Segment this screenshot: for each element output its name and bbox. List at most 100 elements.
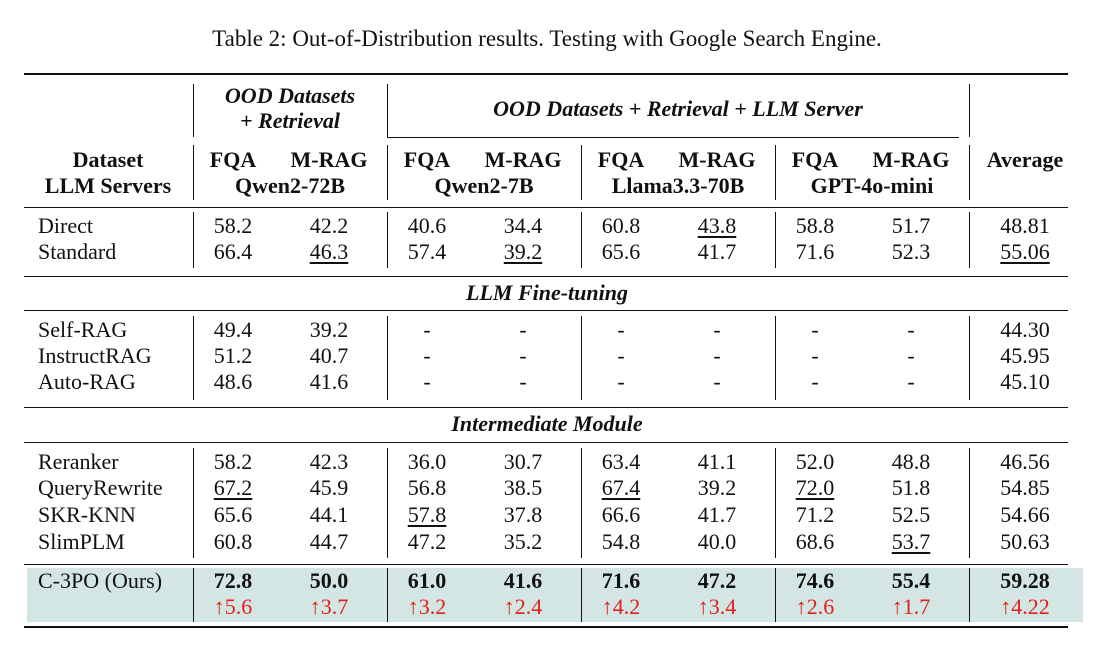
vline-h-1 (193, 84, 194, 137)
header-server-2: Qwen2-7B (434, 173, 534, 198)
table-cell: - (713, 369, 721, 394)
ours-gain: ↑2.6 (795, 594, 835, 619)
table-cell: 66.4 (213, 239, 253, 264)
header-mrag-3: M-RAG (678, 147, 756, 172)
table-cell: 41.7 (697, 239, 737, 264)
vline-h2-4 (775, 145, 776, 200)
vline-b2-1 (193, 316, 194, 400)
vline-b1-2 (387, 212, 388, 268)
header-fqa-3: FQA (597, 147, 645, 172)
average-cell: 54.66 (1000, 502, 1050, 527)
average-cell: 45.95 (1000, 343, 1050, 368)
section-title-intermediate: Intermediate Module (451, 411, 643, 436)
group2-underline (387, 137, 959, 138)
vline-b3-3 (581, 448, 582, 558)
bottom-rule (24, 626, 1068, 628)
row-label: Auto-RAG (38, 369, 136, 394)
section-title-finetune: LLM Fine-tuning (466, 280, 628, 305)
ours-gain: ↑3.2 (407, 594, 447, 619)
ours-gain: ↑2.4 (503, 594, 543, 619)
table-cell: 57.8 (407, 502, 447, 527)
table-cell: - (713, 317, 721, 342)
table-cell: 44.1 (309, 502, 349, 527)
average-cell: 46.56 (1000, 449, 1050, 474)
average-cell: 44.30 (1000, 317, 1050, 342)
vline-h2-2 (387, 145, 388, 200)
table-cell: 46.3 (309, 239, 349, 264)
table-cell: 40.7 (309, 343, 349, 368)
header-mrag-2: M-RAG (484, 147, 562, 172)
header-mrag-1: M-RAG (290, 147, 368, 172)
table-cell: 51.2 (213, 343, 253, 368)
header-fqa-4: FQA (791, 147, 839, 172)
table-cell: 56.8 (407, 475, 447, 500)
ours-value: 72.8 (213, 568, 253, 593)
vline-h2-3 (581, 145, 582, 200)
table-cell: 42.3 (309, 449, 349, 474)
ours-gain: ↑3.4 (697, 594, 737, 619)
table-cell: - (617, 343, 625, 368)
table-cell: 48.8 (891, 449, 931, 474)
table-cell: 36.0 (407, 449, 447, 474)
ours-gain: ↑4.2 (601, 594, 641, 619)
table-cell: - (907, 369, 915, 394)
vline-o-4 (775, 568, 776, 622)
table-cell: 51.8 (891, 475, 931, 500)
table-cell: - (423, 317, 431, 342)
table-cell: 40.0 (697, 529, 737, 554)
vline-b1-3 (581, 212, 582, 268)
table-cell: - (519, 369, 527, 394)
vline-b2-5 (969, 316, 970, 400)
table-cell: 52.0 (795, 449, 835, 474)
section-rule-2 (24, 310, 1068, 311)
row-label: Reranker (38, 449, 119, 474)
table-cell: 35.2 (503, 529, 543, 554)
table-caption: Table 2: Out-of-Distribution results. Te… (212, 26, 882, 51)
header-server-1: Qwen2-72B (235, 173, 345, 198)
average-cell: 54.85 (1000, 475, 1050, 500)
vline-b2-4 (775, 316, 776, 400)
table-cell: 51.7 (891, 213, 931, 238)
vline-h-2 (387, 84, 388, 137)
table-cell: 37.8 (503, 502, 543, 527)
row-label: Direct (38, 213, 93, 238)
header-fqa-2: FQA (403, 147, 451, 172)
table-cell: 60.8 (213, 529, 253, 554)
average-cell: 55.06 (1000, 239, 1050, 264)
header-server-4: GPT-4o-mini (810, 173, 934, 198)
ours-rule (24, 564, 1068, 565)
table-cell: 63.4 (601, 449, 641, 474)
table-cell: 52.3 (891, 239, 931, 264)
table-cell: 58.2 (213, 449, 253, 474)
vline-o-3 (581, 568, 582, 622)
table-cell: 41.7 (697, 502, 737, 527)
vline-b3-4 (775, 448, 776, 558)
table-cell: 39.2 (697, 475, 737, 500)
header-rule (24, 207, 1068, 208)
table-cell: 58.8 (795, 213, 835, 238)
average-cell: 45.10 (1000, 369, 1050, 394)
table-cell: 72.0 (795, 475, 835, 500)
table-cell: - (519, 343, 527, 368)
vline-h2-1 (193, 145, 194, 200)
table-cell: - (811, 343, 819, 368)
table-cell: 44.7 (309, 529, 349, 554)
vline-b1-5 (969, 212, 970, 268)
table-cell: 68.6 (795, 529, 835, 554)
table-cell: 58.2 (213, 213, 253, 238)
table-cell: 60.8 (601, 213, 641, 238)
table-cell: 71.6 (795, 239, 835, 264)
vline-o-5 (969, 568, 970, 622)
vline-b3-2 (387, 448, 388, 558)
table-cell: 49.4 (213, 317, 253, 342)
vline-h-3 (969, 84, 970, 137)
table-cell: 67.4 (601, 475, 641, 500)
vline-b2-3 (581, 316, 582, 400)
header-group1-line2: + Retrieval (240, 108, 340, 133)
table-cell: 54.8 (601, 529, 641, 554)
ours-value: 41.6 (503, 568, 543, 593)
table-cell: - (811, 369, 819, 394)
table-cell: 42.2 (309, 213, 349, 238)
row-label: InstructRAG (38, 343, 152, 368)
table-cell: - (423, 343, 431, 368)
